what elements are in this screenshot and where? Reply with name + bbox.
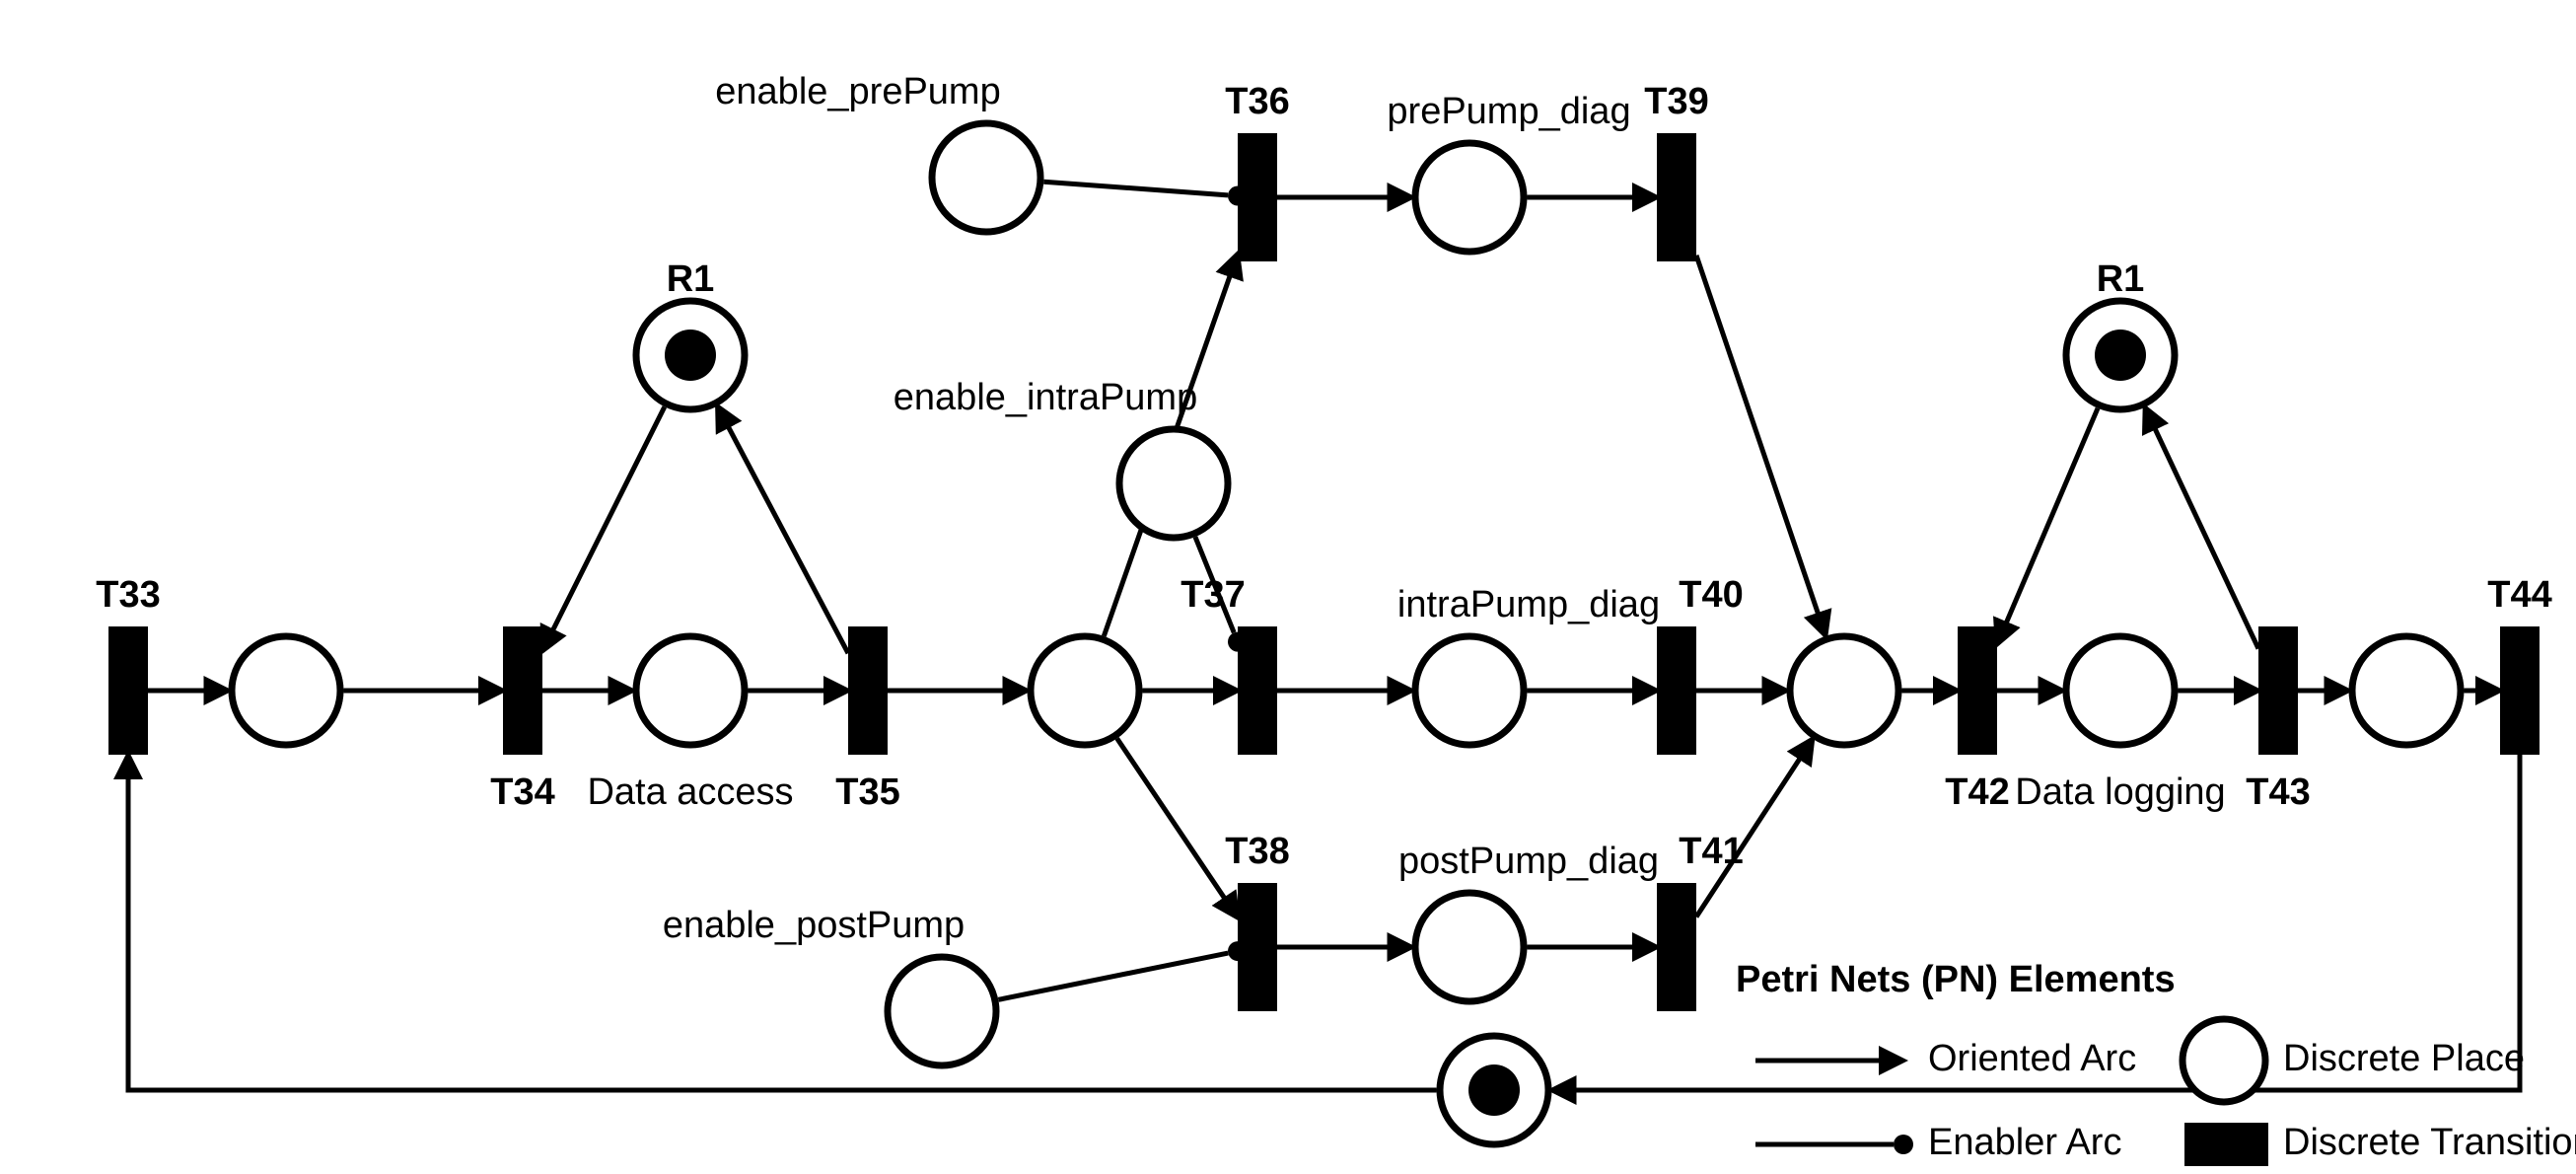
place-label-P_preDiag: prePump_diag xyxy=(1387,91,1630,132)
transition-T41: T41 xyxy=(1657,831,1744,1011)
arc-P_afterT35-to-T38 xyxy=(1117,739,1238,918)
token-R1_left xyxy=(665,330,716,381)
place-label-P_postDiag: postPump_diag xyxy=(1398,841,1659,882)
place-P_merge xyxy=(1790,636,1898,745)
arc-P_enablePost-to-T38 xyxy=(998,953,1228,999)
place-P_enableIntra: enable_intraPump xyxy=(894,377,1228,538)
place-label-R1_left: R1 xyxy=(667,258,715,300)
arc-T43-to-R1_right xyxy=(2145,407,2258,649)
place-label-P_enableIntra: enable_intraPump xyxy=(894,377,1197,418)
place-P_bottomToken xyxy=(1440,1036,1548,1144)
transition-T36: T36 xyxy=(1225,81,1289,261)
arc-T35-to-R1_left xyxy=(717,406,848,654)
place-label-P_enablePost: enable_postPump xyxy=(663,905,965,946)
place-P_DataAccess: Data access xyxy=(587,636,793,813)
transition-T40: T40 xyxy=(1657,574,1744,755)
transition-label-T36: T36 xyxy=(1225,81,1289,122)
arc-P_enablePre-to-T36 xyxy=(1043,182,1228,195)
place-R1_right: R1 xyxy=(2066,258,2175,409)
transition-label-T34: T34 xyxy=(490,771,554,813)
place-P_afterT35 xyxy=(1031,636,1139,745)
transition-label-T37: T37 xyxy=(1181,574,1245,616)
place-P_afterT43 xyxy=(2352,636,2461,745)
transition-T37: T37 xyxy=(1181,574,1277,755)
arc-R1_left-to-T34 xyxy=(542,406,665,651)
transition-T44: T44 xyxy=(2487,574,2551,755)
place-P_afterT33 xyxy=(232,636,340,745)
transition-layer: T33 T34 T35 T36 T37 T38 T39 T40 T41 T42 T43 T44 xyxy=(96,81,2551,1011)
arc-R1_right-to-T42 xyxy=(1997,408,2098,644)
petri-net-diagram: R1 Data access enable_prePump enable_intraP… xyxy=(0,0,2576,1174)
transition-label-T44: T44 xyxy=(2487,574,2551,616)
place-label-P_enablePre: enable_prePump xyxy=(715,71,1000,112)
legend-discrete-place-icon xyxy=(2182,1019,2265,1102)
transition-label-T35: T35 xyxy=(835,771,899,813)
legend-discrete-transition-icon xyxy=(2184,1123,2268,1166)
place-P_enablePre: enable_prePump xyxy=(715,71,1040,232)
transition-label-T40: T40 xyxy=(1679,574,1743,616)
transition-T42: T42 xyxy=(1945,626,2009,813)
place-label-P_DataLogging: Data logging xyxy=(2015,771,2225,813)
transition-label-T33: T33 xyxy=(96,574,160,616)
legend-title: Petri Nets (PN) Elements xyxy=(1736,959,2176,1000)
transition-label-T43: T43 xyxy=(2246,771,2310,813)
arc-T41-to-P_merge xyxy=(1696,739,1813,917)
place-P_preDiag: prePump_diag xyxy=(1387,91,1630,252)
transition-label-T42: T42 xyxy=(1945,771,2009,813)
place-P_postDiag: postPump_diag xyxy=(1398,841,1659,1001)
legend-discrete-transition-label: Discrete Transition xyxy=(2283,1122,2576,1163)
legend-enabler-arc-dot xyxy=(1894,1135,1913,1154)
legend-enabler-arc-label: Enabler Arc xyxy=(1928,1122,2121,1163)
transition-T34: T34 xyxy=(490,626,554,813)
place-label-P_DataAccess: Data access xyxy=(587,771,793,813)
token-R1_right xyxy=(2095,330,2146,381)
place-R1_left: R1 xyxy=(636,258,745,409)
transition-T43: T43 xyxy=(2246,626,2310,813)
place-P_intraDiag: intraPump_diag xyxy=(1397,584,1660,745)
transition-label-T38: T38 xyxy=(1225,831,1289,872)
token-P_bottomToken xyxy=(1468,1064,1520,1116)
place-label-R1_right: R1 xyxy=(2097,258,2145,300)
transition-label-T39: T39 xyxy=(1644,81,1708,122)
transition-T33: T33 xyxy=(96,574,160,755)
transition-T39: T39 xyxy=(1644,81,1708,261)
place-label-P_intraDiag: intraPump_diag xyxy=(1397,584,1660,625)
transition-T35: T35 xyxy=(835,626,899,813)
legend: Petri Nets (PN) Elements Oriented Arc Enab… xyxy=(1736,959,2576,1166)
transition-T38: T38 xyxy=(1225,831,1289,1011)
place-P_enablePost: enable_postPump xyxy=(663,905,996,1065)
legend-oriented-arc-label: Oriented Arc xyxy=(1928,1038,2136,1079)
transition-label-T41: T41 xyxy=(1679,831,1743,872)
place-P_DataLogging: Data logging xyxy=(2015,636,2225,813)
legend-discrete-place-label: Discrete Place xyxy=(2283,1038,2525,1079)
